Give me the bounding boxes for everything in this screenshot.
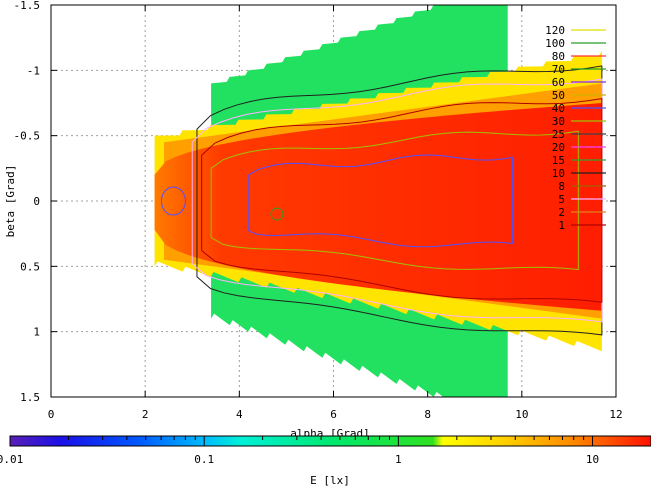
x-tick-label: 12	[609, 408, 622, 421]
y-tick-label: 0.5	[20, 260, 40, 273]
colorbar-tick-label: 10	[586, 453, 599, 466]
x-tick-label: 6	[330, 408, 337, 421]
contour-line	[201, 97, 603, 303]
y-axis: -1.5 -1 -0.5 0 0.5 1 1.5	[14, 0, 616, 404]
contour-line	[210, 130, 579, 271]
colorbar-gradient	[9, 435, 651, 447]
contour-line	[248, 154, 513, 248]
legend-label: 40	[552, 102, 565, 115]
y-tick-label: 1	[33, 326, 40, 339]
legend-label: 80	[552, 50, 565, 63]
contour-lines	[160, 65, 603, 336]
y-tick-label: 0	[33, 195, 40, 208]
x-tick-label: 4	[236, 408, 243, 421]
x-axis: 0 2 4 6 8 10 12	[48, 5, 623, 421]
colorbar-ticks: 0.01 0.1 1 10	[0, 436, 651, 466]
colorbar: 0.01 0.1 1 10 E [lx]	[0, 435, 651, 487]
legend-label: 25	[552, 128, 565, 141]
y-tick-label: 1.5	[20, 391, 40, 404]
y-axis-title: beta [Grad]	[4, 165, 17, 238]
colorbar-tick-label: 0.1	[194, 453, 214, 466]
colorbar-tick-label: 0.01	[0, 453, 23, 466]
heatmap	[154, 5, 602, 397]
x-tick-label: 8	[424, 408, 431, 421]
colorbar-tick-label: 1	[395, 453, 402, 466]
legend-label: 2	[558, 206, 565, 219]
legend-label: 15	[552, 154, 565, 167]
legend-label: 60	[552, 76, 565, 89]
legend-label: 70	[552, 63, 565, 76]
contour-line	[191, 78, 603, 323]
x-tick-label: 2	[142, 408, 149, 421]
colorbar-label: E [lx]	[310, 474, 350, 486]
legend-label: 120	[545, 24, 565, 37]
y-tick-label: -0.5	[14, 130, 41, 143]
y-tick-label: -1.5	[14, 0, 41, 12]
legend-label: 100	[545, 37, 565, 50]
contour-line	[270, 207, 284, 221]
y-tick-label: -1	[27, 64, 40, 77]
contour-line	[196, 65, 603, 336]
legend-label: 50	[552, 89, 565, 102]
legend-label: 20	[552, 141, 565, 154]
region-peak	[154, 103, 602, 311]
legend-label: 10	[552, 167, 565, 180]
contour-line	[160, 186, 186, 216]
legend-label: 30	[552, 115, 565, 128]
legend-label: 8	[558, 180, 565, 193]
legend-label: 1	[558, 219, 565, 232]
x-tick-label: 0	[48, 408, 55, 421]
x-tick-label: 10	[515, 408, 528, 421]
legend-label: 5	[558, 193, 565, 206]
